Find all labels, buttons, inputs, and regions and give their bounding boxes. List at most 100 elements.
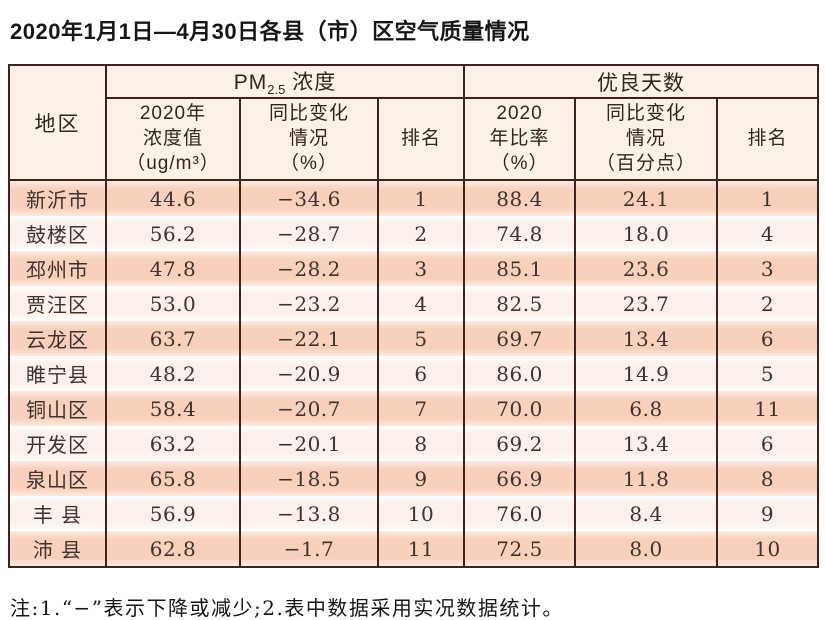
cell-days-rate: 66.9 (463, 461, 577, 497)
cell-region: 开发区 (8, 426, 107, 462)
cell-region: 泉山区 (8, 461, 107, 497)
cell-days-rate: 82.5 (463, 286, 577, 322)
cell-days-rate: 76.0 (463, 496, 577, 532)
header-pm-change: 同比变化 情况 （%） (239, 98, 379, 182)
cell-pm-value: 63.7 (105, 321, 241, 357)
cell-pm-rank: 9 (376, 461, 466, 497)
cell-pm-change: −20.9 (239, 356, 379, 392)
cell-days-change: 23.6 (574, 251, 719, 287)
cell-days-rank: 2 (716, 286, 820, 322)
header-good-days-group: 优良天数 (463, 65, 820, 100)
cell-pm-change: −28.7 (239, 216, 379, 252)
table-row: 铜山区 58.4 −20.7 7 70.0 6.8 11 (8, 391, 820, 427)
table-row: 贾汪区 53.0 −23.2 4 82.5 23.7 2 (8, 286, 820, 322)
cell-pm-change: −1.7 (239, 531, 379, 568)
cell-pm-rank: 8 (376, 426, 466, 462)
table-row: 泉山区 65.8 −18.5 9 66.9 11.8 8 (8, 461, 820, 497)
header-days-change: 同比变化 情况 （百分点） (574, 98, 719, 182)
cell-days-change: 14.9 (574, 356, 719, 392)
cell-days-rank: 1 (716, 180, 820, 217)
cell-pm-value: 47.8 (105, 251, 241, 287)
cell-region: 邳州市 (8, 251, 107, 287)
cell-days-change: 6.8 (574, 391, 719, 427)
pm-label-prefix: PM (233, 71, 268, 94)
header-pm-group: PM2.5 浓度 (104, 65, 466, 100)
cell-pm-rank: 2 (376, 216, 466, 252)
cell-pm-change: −23.2 (239, 286, 379, 322)
cell-pm-rank: 5 (376, 321, 466, 357)
cell-pm-value: 62.8 (105, 531, 241, 568)
table-row: 丰 县 56.9 −13.8 10 76.0 8.4 9 (8, 496, 820, 532)
table-row: 开发区 63.2 −20.1 8 69.2 13.4 6 (8, 426, 820, 462)
header-region: 地区 (8, 65, 107, 182)
cell-pm-rank: 4 (376, 286, 466, 322)
cell-days-change: 18.0 (574, 216, 719, 252)
header-pm-value: 2020年 浓度值 （ug/m³） (105, 98, 241, 182)
header-sub-row: 2020年 浓度值 （ug/m³） 同比变化 情况 （%） 排名 2020 年比… (9, 98, 820, 182)
cell-days-rank: 8 (716, 461, 820, 497)
cell-days-change: 8.4 (574, 496, 719, 532)
table-footnote: 注:1.“−”表示下降或减少;2.表中数据采用实况数据统计。 (10, 596, 564, 620)
cell-days-change: 8.0 (574, 531, 719, 568)
cell-pm-value: 53.0 (105, 286, 241, 322)
cell-days-change: 13.4 (574, 321, 719, 357)
pm-label-suffix: 浓度 (285, 71, 337, 94)
cell-days-rank: 5 (716, 356, 820, 392)
cell-days-rank: 4 (716, 216, 820, 252)
table-row: 沛 县 62.8 −1.7 11 72.5 8.0 10 (8, 531, 820, 568)
cell-pm-value: 63.2 (105, 426, 241, 462)
table-row: 鼓楼区 56.2 −28.7 2 74.8 18.0 4 (8, 216, 820, 252)
table-body: 新沂市 44.6 −34.6 1 88.4 24.1 1 鼓楼区 56.2 −28.7 2 74.8 1… (8, 180, 820, 568)
cell-pm-value: 65.8 (105, 461, 241, 497)
table-row: 睢宁县 48.2 −20.9 6 86.0 14.9 5 (8, 356, 820, 392)
cell-pm-value: 56.9 (105, 496, 241, 532)
cell-days-rate: 72.5 (463, 531, 577, 568)
cell-region: 睢宁县 (8, 356, 107, 392)
cell-days-rate: 86.0 (463, 356, 577, 392)
cell-pm-change: −20.1 (239, 426, 379, 462)
cell-days-rank: 3 (716, 251, 820, 287)
cell-days-change: 23.7 (574, 286, 719, 322)
header-days-rank: 排名 (716, 98, 820, 182)
cell-pm-rank: 11 (376, 531, 466, 568)
cell-pm-change: −18.5 (239, 461, 379, 497)
cell-pm-value: 56.2 (105, 216, 241, 252)
cell-days-rate: 88.4 (463, 180, 577, 217)
cell-region: 沛 县 (8, 531, 107, 568)
cell-pm-rank: 3 (376, 251, 466, 287)
cell-region: 鼓楼区 (8, 216, 107, 252)
cell-pm-change: −28.2 (239, 251, 379, 287)
header-days-rate: 2020 年比率 （%） (463, 98, 577, 182)
cell-days-change: 13.4 (574, 426, 719, 462)
cell-region: 贾汪区 (8, 286, 107, 322)
table-row: 邳州市 47.8 −28.2 3 85.1 23.6 3 (8, 251, 820, 287)
cell-region: 丰 县 (8, 496, 107, 532)
cell-days-rank: 11 (716, 391, 820, 427)
cell-days-rank: 6 (716, 426, 820, 462)
cell-pm-value: 48.2 (105, 356, 241, 392)
table-row: 云龙区 63.7 −22.1 5 69.7 13.4 6 (8, 321, 820, 357)
cell-pm-change: −34.6 (239, 180, 379, 217)
cell-days-rate: 74.8 (463, 216, 577, 252)
air-quality-table: 地区 PM2.5 浓度 优良天数 2020年 浓度值 （ug/m³） 同比变化 … (8, 64, 820, 569)
cell-days-rank: 10 (716, 531, 820, 568)
cell-pm-rank: 7 (376, 391, 466, 427)
table-row: 新沂市 44.6 −34.6 1 88.4 24.1 1 (8, 180, 820, 217)
pm-label-subscript: 2.5 (267, 82, 286, 98)
cell-region: 云龙区 (8, 321, 107, 357)
cell-days-rate: 69.2 (463, 426, 577, 462)
cell-days-rank: 6 (716, 321, 820, 357)
header-pm-rank: 排名 (376, 98, 466, 182)
header-group-row: 地区 PM2.5 浓度 优良天数 (8, 65, 820, 182)
cell-days-rank: 9 (716, 496, 820, 532)
cell-region: 新沂市 (8, 180, 107, 217)
cell-pm-change: −22.1 (239, 321, 379, 357)
cell-region: 铜山区 (8, 391, 107, 427)
cell-days-rate: 70.0 (463, 391, 577, 427)
table-header: 地区 PM2.5 浓度 优良天数 2020年 浓度值 （ug/m³） 同比变化 … (8, 65, 820, 182)
cell-pm-value: 44.6 (105, 180, 241, 217)
cell-days-rate: 85.1 (463, 251, 577, 287)
cell-pm-rank: 10 (376, 496, 466, 532)
cell-pm-rank: 6 (376, 356, 466, 392)
